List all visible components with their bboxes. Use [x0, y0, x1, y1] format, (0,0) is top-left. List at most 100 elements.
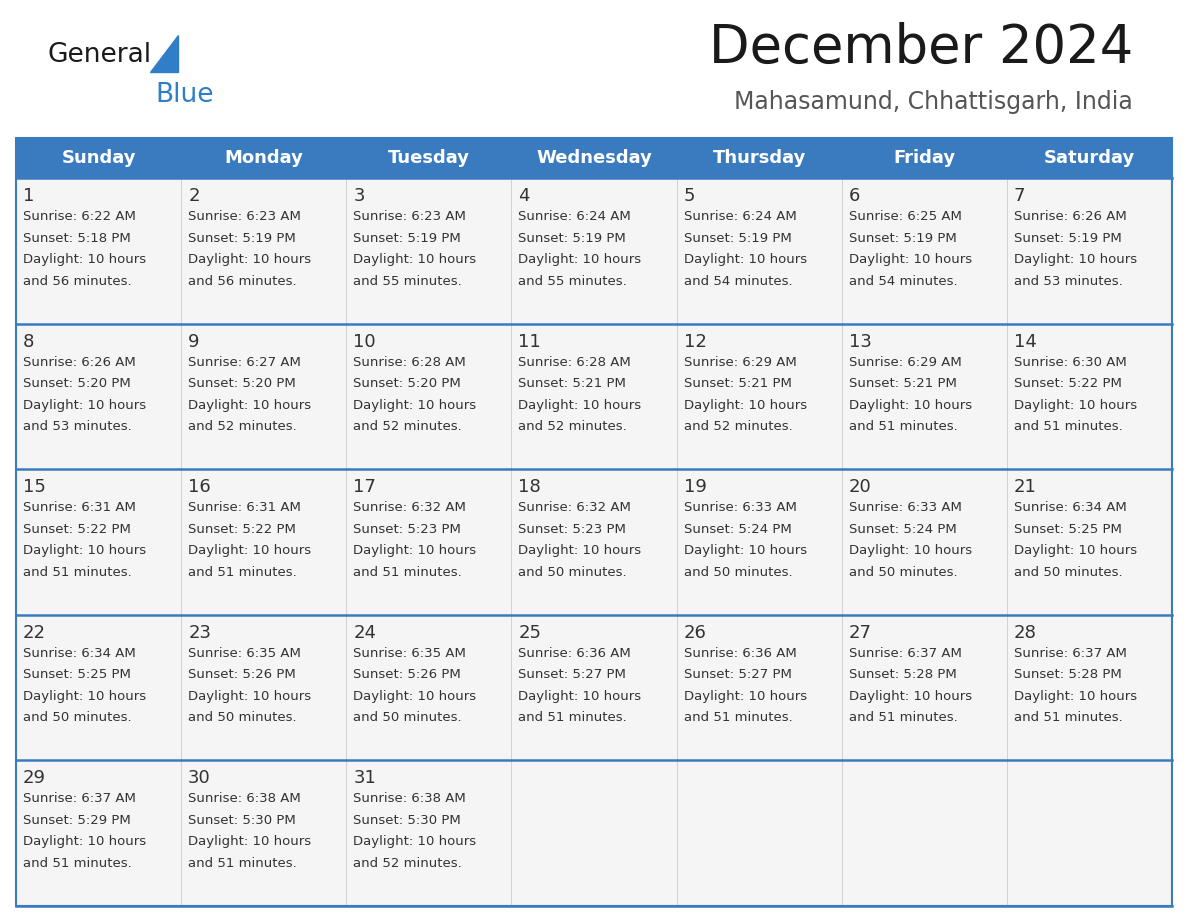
Text: and 51 minutes.: and 51 minutes.: [518, 711, 627, 724]
Text: 5: 5: [683, 187, 695, 205]
Text: and 50 minutes.: and 50 minutes.: [188, 711, 297, 724]
Text: and 53 minutes.: and 53 minutes.: [23, 420, 132, 433]
Text: 12: 12: [683, 332, 707, 351]
Text: Daylight: 10 hours: Daylight: 10 hours: [518, 398, 642, 411]
Text: and 52 minutes.: and 52 minutes.: [683, 420, 792, 433]
Text: Sunrise: 6:26 AM: Sunrise: 6:26 AM: [23, 355, 135, 369]
Text: Monday: Monday: [225, 149, 303, 167]
Text: Sunset: 5:26 PM: Sunset: 5:26 PM: [188, 668, 296, 681]
Text: Daylight: 10 hours: Daylight: 10 hours: [353, 544, 476, 557]
Text: Daylight: 10 hours: Daylight: 10 hours: [353, 835, 476, 848]
Bar: [842, 324, 1007, 469]
Text: Sunrise: 6:25 AM: Sunrise: 6:25 AM: [848, 210, 961, 223]
Text: Sunset: 5:21 PM: Sunset: 5:21 PM: [683, 377, 791, 390]
Bar: [511, 324, 677, 469]
Text: Sunset: 5:19 PM: Sunset: 5:19 PM: [848, 231, 956, 244]
Text: and 50 minutes.: and 50 minutes.: [848, 565, 958, 578]
Text: Sunrise: 6:36 AM: Sunrise: 6:36 AM: [518, 647, 631, 660]
Text: Daylight: 10 hours: Daylight: 10 hours: [683, 544, 807, 557]
Text: and 51 minutes.: and 51 minutes.: [188, 565, 297, 578]
Text: Sunset: 5:19 PM: Sunset: 5:19 PM: [188, 231, 296, 244]
Text: and 53 minutes.: and 53 minutes.: [1013, 274, 1123, 287]
Text: General: General: [48, 42, 152, 68]
Text: and 51 minutes.: and 51 minutes.: [23, 856, 132, 870]
Text: Sunrise: 6:33 AM: Sunrise: 6:33 AM: [848, 501, 961, 514]
Text: Sunrise: 6:23 AM: Sunrise: 6:23 AM: [188, 210, 301, 223]
Text: 23: 23: [188, 624, 211, 642]
Text: 21: 21: [1013, 478, 1037, 497]
Text: Daylight: 10 hours: Daylight: 10 hours: [188, 544, 311, 557]
Text: Sunrise: 6:34 AM: Sunrise: 6:34 AM: [1013, 501, 1126, 514]
Text: Blue: Blue: [154, 82, 214, 108]
Text: Daylight: 10 hours: Daylight: 10 hours: [848, 253, 972, 266]
Text: 3: 3: [353, 187, 365, 205]
Text: 19: 19: [683, 478, 707, 497]
Text: 25: 25: [518, 624, 542, 642]
Text: Daylight: 10 hours: Daylight: 10 hours: [683, 253, 807, 266]
Text: Daylight: 10 hours: Daylight: 10 hours: [848, 398, 972, 411]
Text: Sunrise: 6:32 AM: Sunrise: 6:32 AM: [353, 501, 466, 514]
Text: Sunrise: 6:24 AM: Sunrise: 6:24 AM: [683, 210, 796, 223]
Text: 26: 26: [683, 624, 707, 642]
Text: and 51 minutes.: and 51 minutes.: [848, 711, 958, 724]
Text: Sunday: Sunday: [62, 149, 135, 167]
Text: Daylight: 10 hours: Daylight: 10 hours: [518, 544, 642, 557]
Text: Mahasamund, Chhattisgarh, India: Mahasamund, Chhattisgarh, India: [734, 90, 1133, 114]
Text: Sunrise: 6:38 AM: Sunrise: 6:38 AM: [188, 792, 301, 805]
Text: and 50 minutes.: and 50 minutes.: [23, 711, 132, 724]
Text: Sunrise: 6:28 AM: Sunrise: 6:28 AM: [353, 355, 466, 369]
Text: Sunrise: 6:32 AM: Sunrise: 6:32 AM: [518, 501, 631, 514]
Text: Daylight: 10 hours: Daylight: 10 hours: [23, 544, 146, 557]
Text: and 51 minutes.: and 51 minutes.: [23, 565, 132, 578]
Text: Sunset: 5:30 PM: Sunset: 5:30 PM: [353, 814, 461, 827]
Text: Sunset: 5:28 PM: Sunset: 5:28 PM: [1013, 668, 1121, 681]
Text: 15: 15: [23, 478, 46, 497]
Bar: [842, 760, 1007, 906]
Text: 13: 13: [848, 332, 872, 351]
Text: and 51 minutes.: and 51 minutes.: [683, 711, 792, 724]
Text: Sunset: 5:26 PM: Sunset: 5:26 PM: [353, 668, 461, 681]
Bar: [346, 615, 511, 760]
Bar: [346, 760, 511, 906]
Text: 17: 17: [353, 478, 377, 497]
Text: Daylight: 10 hours: Daylight: 10 hours: [353, 253, 476, 266]
Text: Sunrise: 6:34 AM: Sunrise: 6:34 AM: [23, 647, 135, 660]
Text: Sunset: 5:24 PM: Sunset: 5:24 PM: [683, 522, 791, 536]
Text: and 52 minutes.: and 52 minutes.: [353, 420, 462, 433]
Text: Daylight: 10 hours: Daylight: 10 hours: [23, 835, 146, 848]
Text: Sunset: 5:27 PM: Sunset: 5:27 PM: [518, 668, 626, 681]
Text: Sunset: 5:19 PM: Sunset: 5:19 PM: [1013, 231, 1121, 244]
Text: Sunset: 5:22 PM: Sunset: 5:22 PM: [1013, 377, 1121, 390]
Text: Sunrise: 6:28 AM: Sunrise: 6:28 AM: [518, 355, 631, 369]
Text: Daylight: 10 hours: Daylight: 10 hours: [188, 253, 311, 266]
Text: Sunset: 5:22 PM: Sunset: 5:22 PM: [23, 522, 131, 536]
Text: and 56 minutes.: and 56 minutes.: [188, 274, 297, 287]
Text: Sunset: 5:25 PM: Sunset: 5:25 PM: [23, 668, 131, 681]
Bar: [346, 469, 511, 615]
Bar: [15, 178, 181, 324]
Bar: [511, 469, 677, 615]
Text: and 54 minutes.: and 54 minutes.: [683, 274, 792, 287]
Text: Sunrise: 6:23 AM: Sunrise: 6:23 AM: [353, 210, 466, 223]
Bar: [15, 138, 1173, 178]
Text: Wednesday: Wednesday: [536, 149, 652, 167]
Text: and 56 minutes.: and 56 minutes.: [23, 274, 132, 287]
Bar: [181, 760, 346, 906]
Text: Friday: Friday: [893, 149, 955, 167]
Text: Daylight: 10 hours: Daylight: 10 hours: [848, 544, 972, 557]
Bar: [677, 469, 842, 615]
Text: Tuesday: Tuesday: [387, 149, 470, 167]
Text: Sunrise: 6:35 AM: Sunrise: 6:35 AM: [353, 647, 466, 660]
Text: Sunset: 5:20 PM: Sunset: 5:20 PM: [353, 377, 461, 390]
Bar: [15, 469, 181, 615]
Text: Sunset: 5:21 PM: Sunset: 5:21 PM: [518, 377, 626, 390]
Text: and 50 minutes.: and 50 minutes.: [1013, 565, 1123, 578]
Text: Sunrise: 6:36 AM: Sunrise: 6:36 AM: [683, 647, 796, 660]
Bar: [511, 615, 677, 760]
Text: Sunset: 5:19 PM: Sunset: 5:19 PM: [518, 231, 626, 244]
Text: and 51 minutes.: and 51 minutes.: [848, 420, 958, 433]
Text: 11: 11: [518, 332, 542, 351]
Text: Sunset: 5:18 PM: Sunset: 5:18 PM: [23, 231, 131, 244]
Text: Sunrise: 6:37 AM: Sunrise: 6:37 AM: [23, 792, 135, 805]
Text: and 50 minutes.: and 50 minutes.: [353, 711, 462, 724]
